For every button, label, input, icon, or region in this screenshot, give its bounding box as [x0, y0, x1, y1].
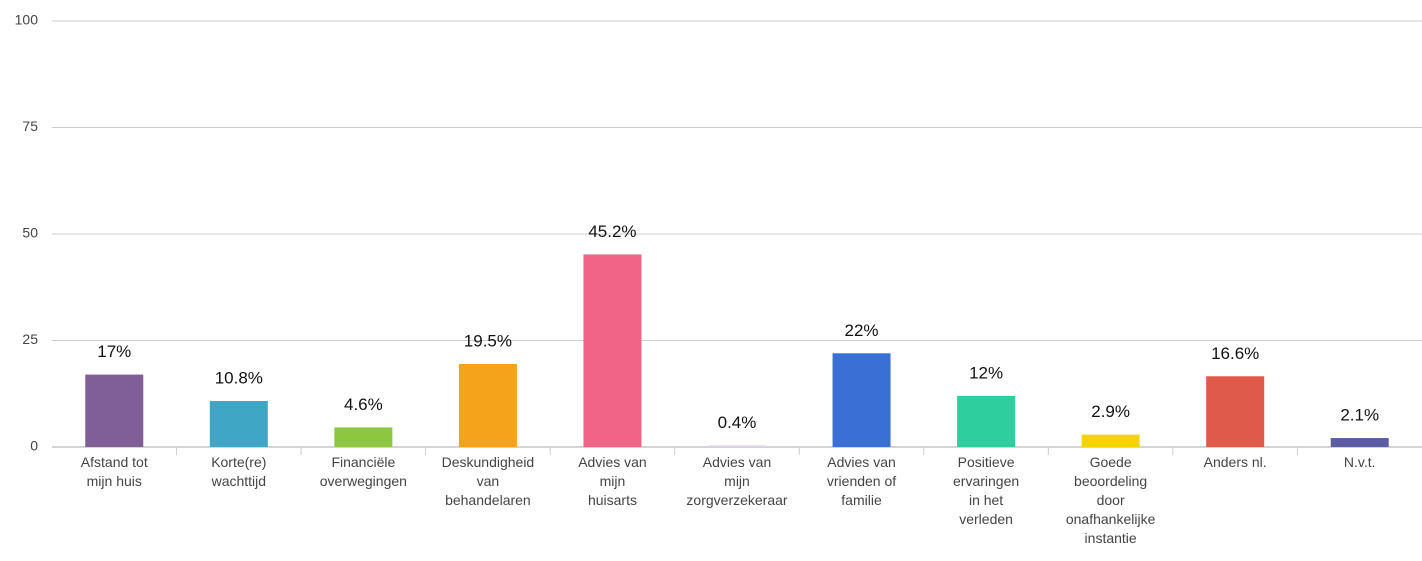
y-tick-label: 0 — [30, 438, 38, 454]
value-label: 2.1% — [1340, 406, 1379, 425]
x-tick-label: Anders nl. — [1203, 454, 1267, 470]
x-tick-label: Goede beoordeling door onafhankelijke in… — [1065, 454, 1156, 546]
bar — [1206, 376, 1265, 447]
value-label: 16.6% — [1211, 344, 1259, 363]
x-tick-label: Financiële overwegingen — [319, 454, 407, 489]
value-label: 4.6% — [344, 395, 383, 414]
bar — [85, 374, 144, 447]
bar — [334, 427, 393, 447]
x-tick-label: Advies van vrienden of familie — [826, 454, 897, 508]
bar — [708, 445, 766, 447]
bar — [832, 353, 891, 447]
bar — [458, 363, 517, 447]
bar — [957, 395, 1016, 447]
x-tick-label: Advies van mijn zorgverzekeraar — [686, 454, 788, 508]
x-tick-label: Deskundigheid van behandelaren — [441, 454, 535, 508]
bar — [209, 400, 268, 447]
bar — [583, 254, 642, 447]
value-label: 2.9% — [1091, 402, 1130, 421]
value-label: 12% — [969, 363, 1003, 382]
y-tick-label: 75 — [22, 118, 38, 134]
bar — [1081, 434, 1140, 447]
x-tick-label: Afstand tot mijn huis — [80, 454, 148, 489]
value-label: 19.5% — [464, 331, 512, 350]
y-tick-label: 50 — [22, 225, 38, 241]
value-label: 45.2% — [588, 222, 636, 241]
x-tick-label: N.v.t. — [1343, 454, 1376, 470]
y-tick-label: 25 — [22, 331, 38, 347]
bar — [1330, 438, 1389, 447]
x-tick-label: Positieve ervaringen in het verleden — [953, 454, 1020, 527]
value-label: 10.8% — [215, 368, 263, 387]
x-tick-label: Advies van mijn huisarts — [578, 454, 647, 508]
value-label: 22% — [845, 321, 879, 340]
y-tick-label: 100 — [15, 12, 39, 28]
x-tick-label: Korte(re) wachttijd — [211, 454, 267, 489]
value-label: 17% — [97, 342, 131, 361]
value-label: 0.4% — [718, 413, 757, 432]
